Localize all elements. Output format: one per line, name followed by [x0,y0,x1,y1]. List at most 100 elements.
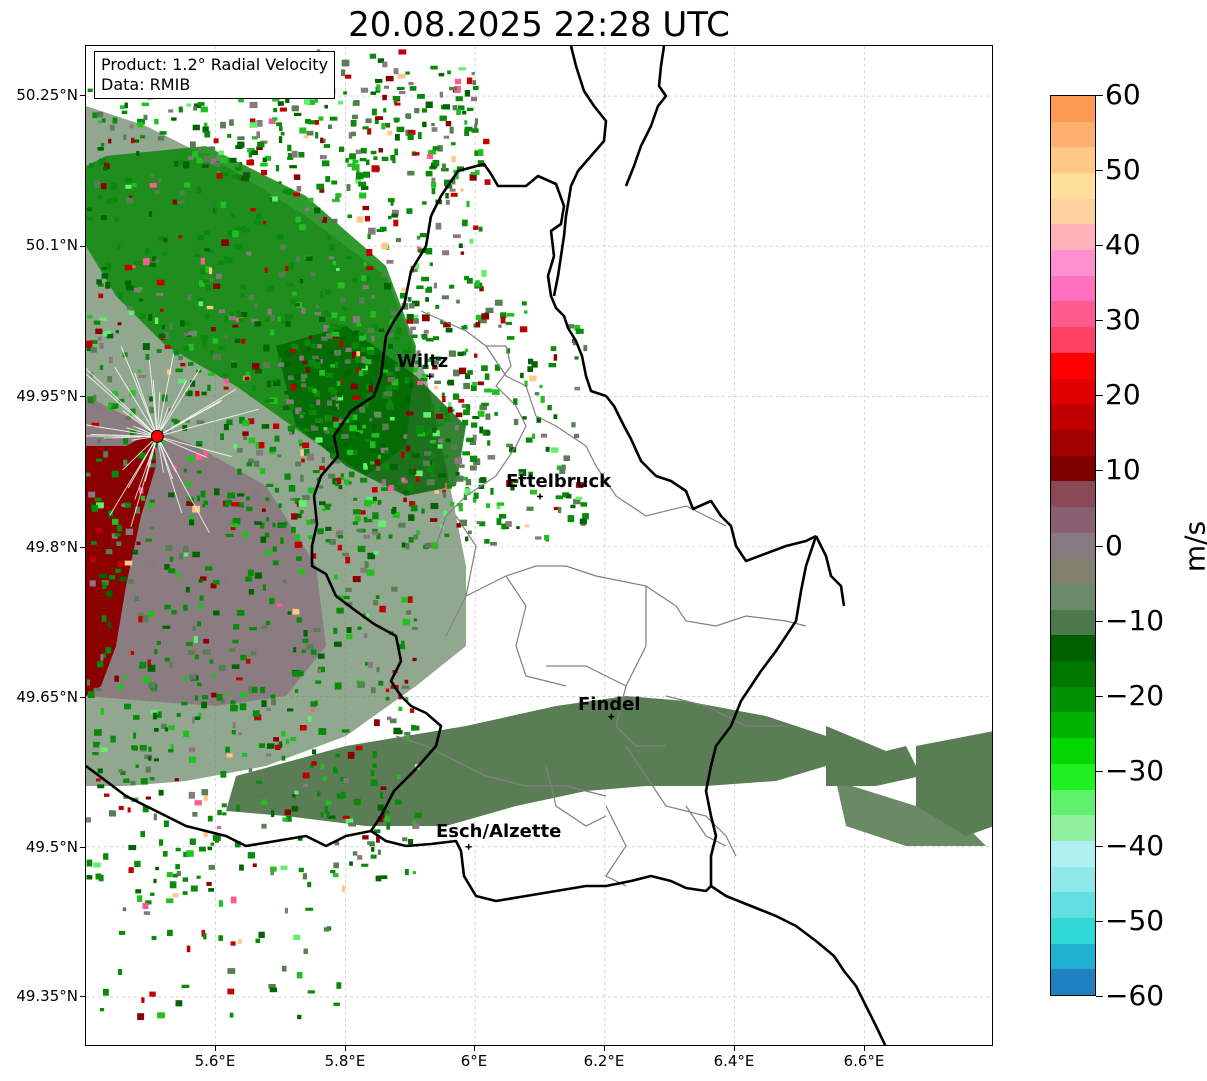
radar-pixel [186,642,193,646]
radar-pixel [164,564,170,570]
radar-pixel [329,244,335,251]
radar-pixel [203,933,207,940]
radar-pixel [299,278,304,284]
radar-ray [122,436,158,471]
radar-pixel [356,368,361,373]
radar-pixel [379,605,386,613]
colorbar-segment [1051,250,1095,277]
radar-pixel [365,118,372,124]
radar-echoes [86,106,992,846]
radar-pixel [307,881,312,888]
radar-pixel [474,118,478,125]
radar-pixel [140,778,148,785]
radar-pixel [196,875,201,879]
radar-pixel [194,654,199,660]
radar-pixel [119,930,126,935]
radar-pixel [236,677,243,681]
radar-pixel [242,225,247,233]
radar-pixel [345,818,354,824]
colorbar-segment [1051,969,1095,995]
radar-pixel [434,385,438,390]
radar-pixel [409,382,414,389]
radar-pixel [469,455,478,462]
radar-pixel [479,426,484,434]
radar-pixel [298,407,302,412]
radar-pixel [487,455,496,460]
radar-pixel [274,487,279,493]
radar-pixel [240,654,247,661]
radar-pixel [111,810,116,817]
radar-pixel [380,786,387,790]
radar-pixel [528,471,534,479]
radar-pixel [466,437,474,443]
radar-pixel [376,84,381,92]
radar-pixel [260,799,268,805]
radar-pixel [444,418,451,423]
radar-pixel [246,462,253,467]
radar-pixel [242,531,249,538]
radar-pixel [335,530,343,538]
radar-pixel [284,361,291,368]
radar-pixel [462,110,467,115]
radar-pixel [349,425,357,432]
radar-pixel [528,358,534,365]
radar-map[interactable] [85,45,993,1046]
radar-pixel [401,640,405,645]
radar-pixel [408,329,413,336]
radar-pixel [301,378,306,382]
radar-pixel [378,148,383,153]
radar-pixel [405,869,409,876]
radar-pixel [297,569,306,575]
radar-pixel [464,348,468,353]
radar-pixel [422,334,428,340]
radar-pixel [124,102,128,109]
radar-pixel [243,435,247,440]
radar-pixel [363,613,370,617]
radar-site-marker[interactable] [150,429,164,443]
radar-pixel [270,810,275,817]
radar-pixel [305,367,310,373]
radar-pixel [293,174,301,180]
radar-pixel [279,126,283,132]
radar-pixel [325,372,334,378]
radar-pixel [224,255,228,260]
colorbar-segment [1051,866,1095,894]
radar-pixel [317,528,324,535]
radar-pixel [355,745,363,751]
radar-pixel [229,119,234,126]
radar-pixel [401,451,405,459]
radar-pixel [150,559,155,564]
radar-pixel [472,434,477,441]
radar-pixel [273,108,278,113]
radar-pixel [479,404,487,411]
radar-pixel [261,424,270,429]
radar-pixel [293,373,301,380]
radar-pixel [388,485,394,492]
radar-pixel [108,403,114,410]
radar-pixel [453,234,461,239]
radar-pixel [149,526,155,530]
radar-pixel [387,130,393,136]
radar-pixel [391,213,398,218]
radar-pixel [520,372,524,379]
radar-pixel [485,307,494,313]
radar-pixel [95,527,103,533]
radar-pixel [281,320,285,325]
radar-pixel [456,523,462,528]
radar-pixel [432,146,440,151]
radar-pixel [308,359,316,367]
radar-pixel [282,405,290,411]
radar-pixel [315,305,319,309]
radar-pixel [298,411,306,415]
radar-pixel [386,371,394,376]
radar-pixel [213,353,222,361]
radar-pixel [396,126,405,133]
radar-pixel [550,447,559,453]
radar-pixel [254,776,262,784]
radar-pixel [149,499,155,503]
y-tick-label: 49.5°N [25,838,78,856]
radar-pixel [260,687,265,694]
radar-pixel [310,649,317,655]
radar-pixel [187,343,194,351]
radar-pixel [412,300,420,307]
